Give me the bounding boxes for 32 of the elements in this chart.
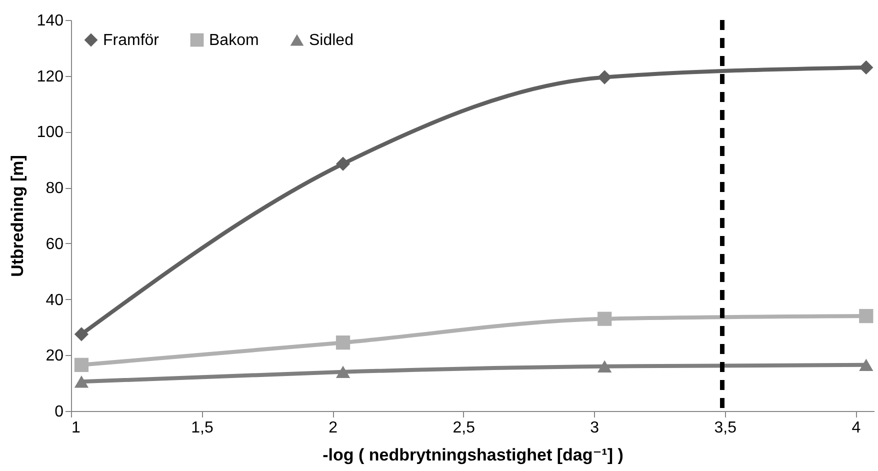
point [859, 308, 874, 324]
point [74, 358, 89, 372]
point [336, 156, 350, 171]
y-tick-label: 20 [46, 348, 64, 365]
legend-label: Sidled [309, 32, 354, 49]
point [74, 376, 89, 388]
x-tick-label: 2,5 [452, 420, 476, 436]
point [336, 366, 350, 378]
y-tick-label: 40 [46, 292, 64, 309]
point [74, 327, 89, 342]
point [598, 312, 612, 326]
point [336, 336, 350, 350]
point [859, 60, 874, 75]
point [598, 70, 612, 84]
x-axis-title: -log ( nedbrytningshastighet [dag⁻¹] ) [322, 446, 624, 464]
y-tick-label: 120 [36, 68, 64, 86]
y-tick-label: 0 [54, 404, 64, 420]
x-tick-label: 1 [72, 420, 80, 436]
y-tick-label: 60 [46, 236, 64, 253]
y-axis-title: Utbredning [m] [8, 155, 27, 277]
legend-label: Framför [103, 32, 160, 49]
x-tick-label: 3,5 [714, 420, 737, 436]
point [859, 358, 874, 372]
legend-label: Bakom [209, 32, 259, 49]
point [598, 360, 612, 372]
x-tick-label: 1,5 [191, 420, 214, 436]
y-tick-label: 80 [46, 180, 64, 198]
x-tick-label: 2 [328, 420, 338, 436]
x-tick-label: 3 [590, 420, 600, 436]
x-tick-label: 4 [852, 420, 861, 436]
y-tick-label: 100 [36, 124, 64, 142]
y-tick-label: 140 [36, 12, 64, 30]
